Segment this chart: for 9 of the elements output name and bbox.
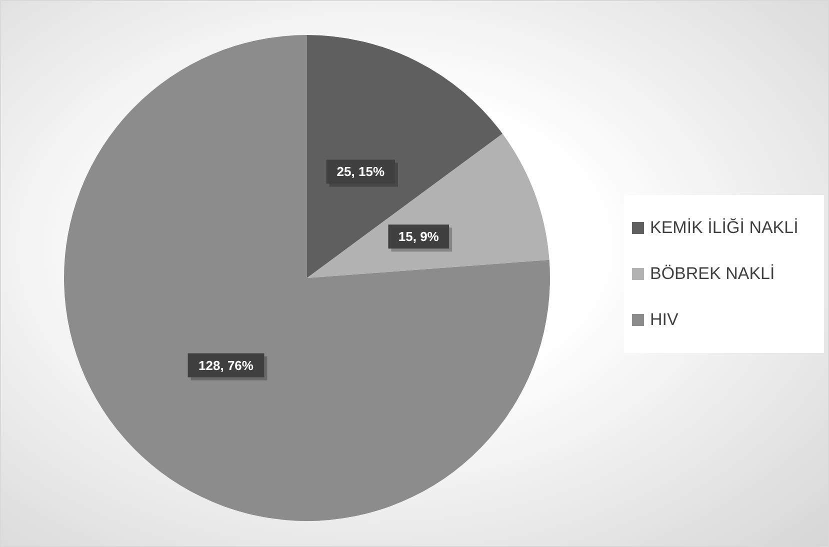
legend-label: KEMİK İLİĞİ NAKLİ [650,218,798,238]
pie-slice [307,35,503,278]
pie-slice [64,35,550,521]
data-label: 15, 9% [398,229,440,244]
pie-slice [307,134,550,278]
data-label: 25, 15% [336,164,385,180]
legend-label: BÖBREK NAKLİ [650,264,775,284]
data-label: 128, 76% [198,358,254,373]
legend-label: HIV [650,310,678,330]
